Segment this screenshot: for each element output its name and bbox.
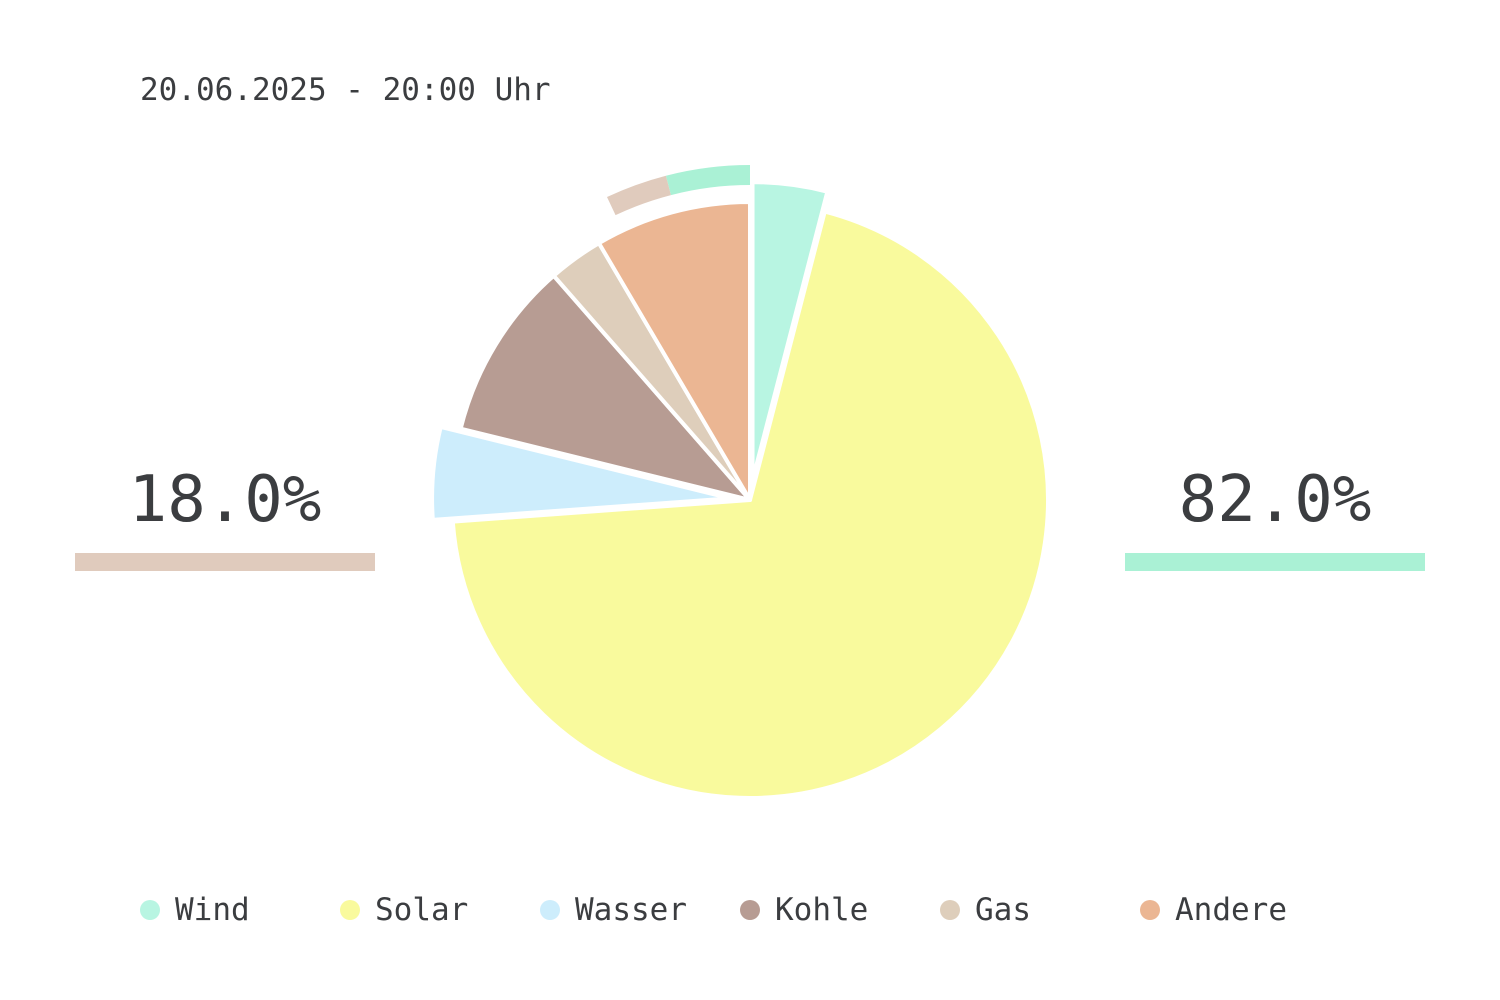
pie-slice-wind[interactable] (750, 180, 830, 483)
legend-label-solar: Solar (375, 892, 469, 928)
pie-slice-solar[interactable] (450, 209, 1050, 800)
legend-label-wasser: Wasser (575, 892, 687, 928)
chart-legend: Wind Solar Wasser Kohle Gas Andere (140, 890, 1400, 930)
legend-label-andere: Andere (1175, 892, 1287, 928)
legend-item-solar[interactable]: Solar (340, 890, 468, 930)
fossil-share: 18.0% (75, 462, 375, 571)
pie-slice-andere[interactable] (596, 200, 752, 502)
legend-item-andere[interactable]: Andere (1140, 890, 1287, 930)
legend-item-wasser[interactable]: Wasser (540, 890, 687, 930)
chart-timestamp: 20.06.2025 - 20:00 Uhr (140, 72, 551, 108)
renewable-share-value: 82.0% (1178, 463, 1372, 537)
legend-label-wind: Wind (175, 892, 250, 928)
legend-item-kohle[interactable]: Kohle (740, 890, 868, 930)
outer-ring-arc-wind (665, 165, 751, 196)
legend-dot-solar (340, 900, 360, 920)
legend-dot-kohle (740, 900, 760, 920)
legend-dot-wasser (540, 900, 560, 920)
legend-dot-andere (1140, 900, 1160, 920)
legend-label-gas: Gas (975, 892, 1031, 928)
fossil-share-value: 18.0% (128, 463, 322, 537)
pie-slice-wasser[interactable] (430, 424, 733, 522)
legend-label-kohle: Kohle (775, 892, 869, 928)
fossil-share-bar (75, 553, 375, 571)
outer-ring-arc-gas (606, 175, 672, 216)
renewable-share: 82.0% (1125, 462, 1425, 571)
pie-slice-kohle[interactable] (458, 273, 752, 502)
renewable-share-bar (1125, 553, 1425, 571)
legend-item-gas[interactable]: Gas (940, 890, 1031, 930)
legend-item-wind[interactable]: Wind (140, 890, 250, 930)
legend-dot-gas (940, 900, 960, 920)
legend-dot-wind (140, 900, 160, 920)
